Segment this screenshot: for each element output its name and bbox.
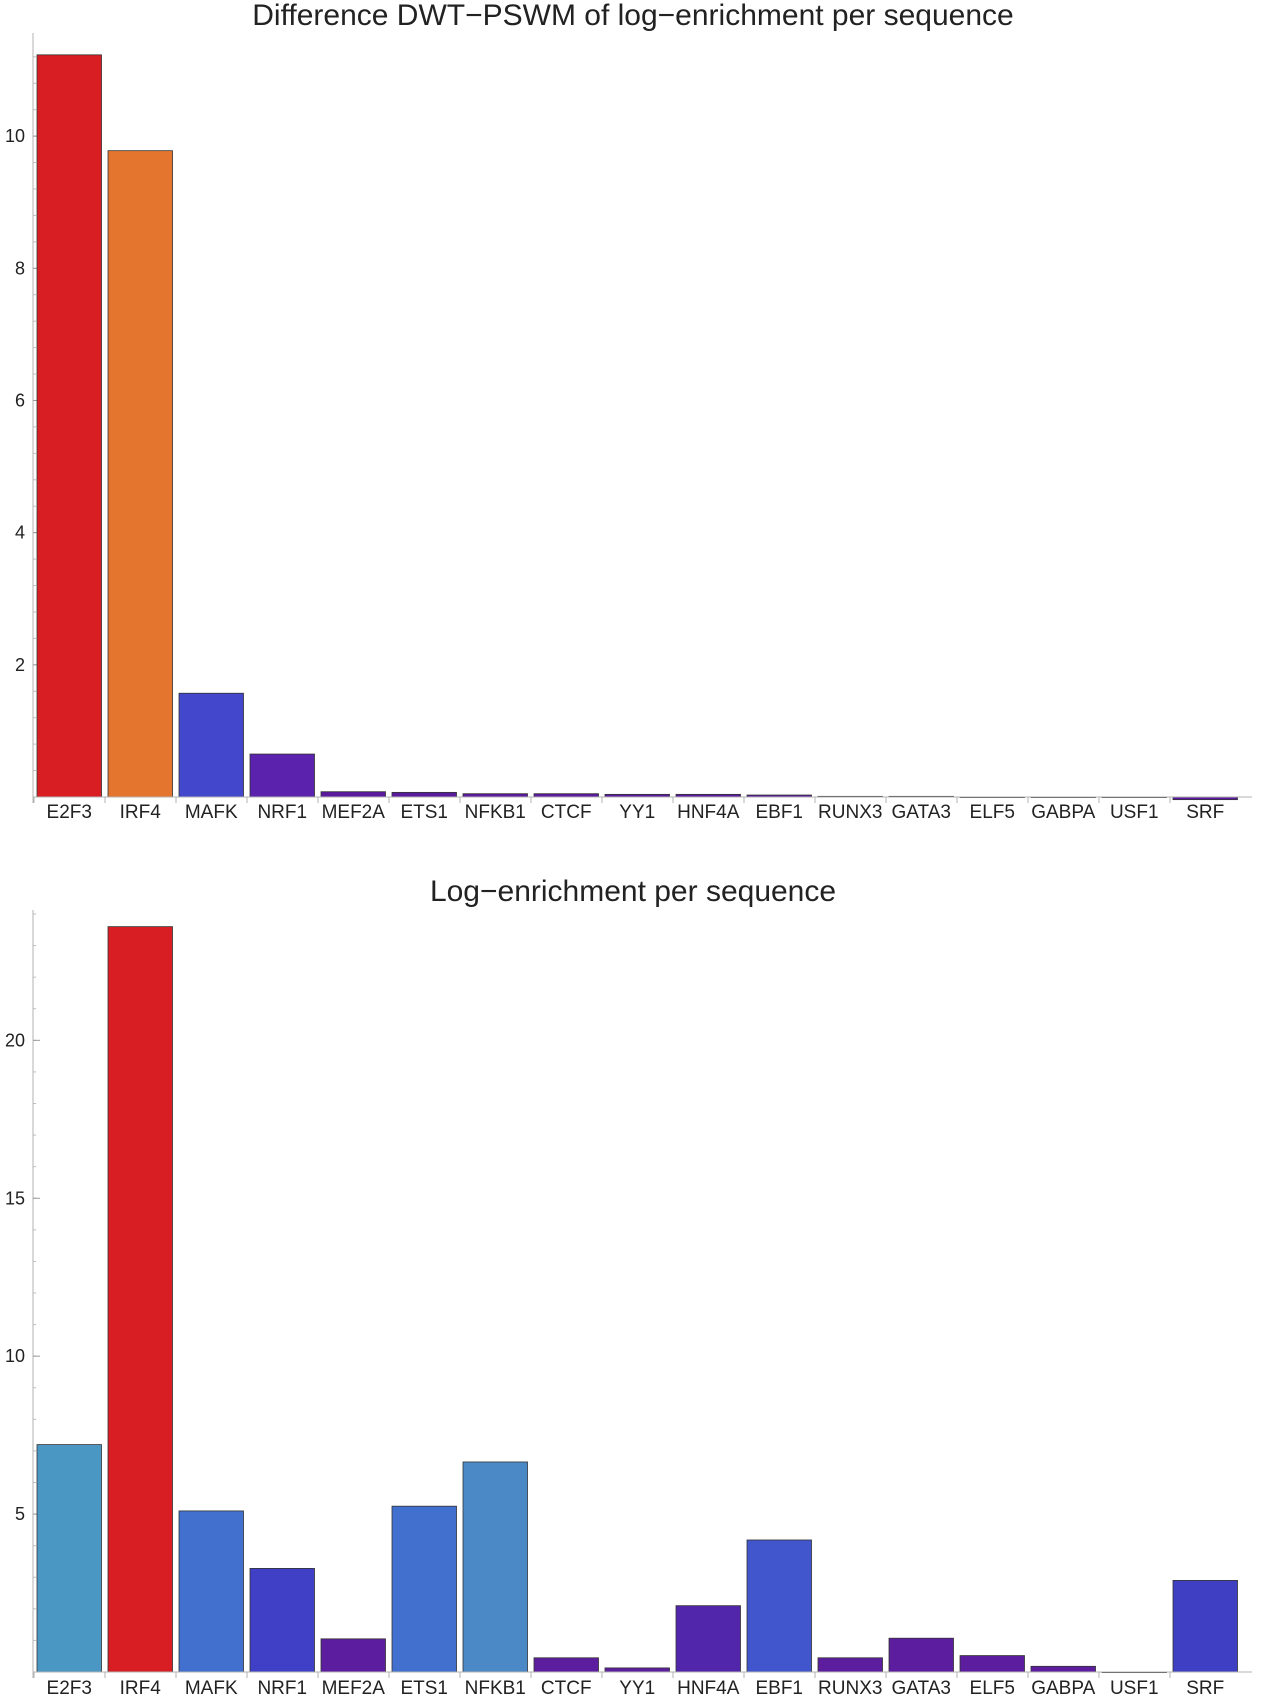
bar-irf4 [107,150,173,798]
y-tick-label: 2 [15,655,25,675]
y-tick-label: 8 [15,258,25,278]
chart-difference-log-enrichment: Difference DWT−PSWM of log−enrichment pe… [5,0,1252,823]
bar-gata3 [888,1637,954,1673]
bar-gabpa [1030,1665,1096,1673]
category-label-runx3: RUNX3 [818,802,882,823]
category-label-usf1: USF1 [1110,802,1159,823]
category-label-srf: SRF [1186,802,1224,823]
category-label-hnf4a: HNF4A [677,802,740,823]
category-label-gabpa: GABPA [1031,1678,1095,1699]
chart-log-enrichment: Log−enrichment per sequence 5 10 15 20 E2F3 I… [5,875,1252,1699]
category-label-nrf1: NRF1 [257,1678,307,1699]
category-label-usf1: USF1 [1110,1678,1159,1699]
bar-mef2a [320,1638,386,1673]
bar-e2f3 [36,1444,102,1673]
bar-ets1 [391,791,457,798]
bar-runx3 [817,1657,883,1673]
y-tick-label: 10 [5,126,25,146]
category-label-ebf1: EBF1 [755,802,803,823]
category-label-mafk: MAFK [185,1678,238,1699]
y-tick-label: 15 [5,1188,25,1208]
category-label-nfkb1: NFKB1 [465,802,526,823]
y-tick-label: 5 [15,1504,25,1524]
category-label-e2f3: E2F3 [47,802,92,823]
bar-irf4 [107,926,173,1673]
category-label-ets1: ETS1 [400,1678,448,1699]
category-label-ebf1: EBF1 [755,1678,803,1699]
category-label-yy1: YY1 [619,802,655,823]
bar-srf [1172,1580,1238,1673]
bar-e2f3 [36,54,102,798]
category-label-irf4: IRF4 [120,1678,162,1699]
category-label-gabpa: GABPA [1031,802,1095,823]
bar-yy1 [604,1667,670,1673]
y-tick-label: 10 [5,1346,25,1366]
bar-mafk [178,1510,244,1673]
category-label-ets1: ETS1 [400,802,448,823]
chart-title: Difference DWT−PSWM of log−enrichment pe… [252,0,1013,32]
category-label-nfkb1: NFKB1 [465,1678,526,1699]
bar-nrf1 [249,753,315,798]
bar-ebf1 [746,1539,812,1673]
y-tick-label: 4 [15,523,25,543]
category-label-mafk: MAFK [185,802,238,823]
category-label-hnf4a: HNF4A [677,1678,740,1699]
y-tick-label: 6 [15,390,25,410]
bar-mafk [178,692,244,798]
bar-hnf4a [675,1605,741,1673]
category-label-srf: SRF [1186,1678,1224,1699]
category-label-mef2a: MEF2A [322,802,386,823]
category-label-ctcf: CTCF [541,802,592,823]
category-label-irf4: IRF4 [120,802,162,823]
category-label-gata3: GATA3 [892,1678,951,1699]
category-label-elf5: ELF5 [970,802,1015,823]
bar-ctcf [533,1657,599,1673]
category-label-gata3: GATA3 [892,802,951,823]
category-label-yy1: YY1 [619,1678,655,1699]
category-label-nrf1: NRF1 [257,802,307,823]
bar-elf5 [959,1655,1025,1673]
bar-nfkb1 [462,1461,528,1673]
bar-nrf1 [249,1568,315,1673]
y-tick-label: 20 [5,1030,25,1050]
chart-title: Log−enrichment per sequence [430,875,836,908]
category-label-ctcf: CTCF [541,1678,592,1699]
bar-mef2a [320,791,386,798]
category-label-runx3: RUNX3 [818,1678,882,1699]
category-label-mef2a: MEF2A [322,1678,386,1699]
bar-ets1 [391,1505,457,1673]
category-label-e2f3: E2F3 [47,1678,92,1699]
category-label-elf5: ELF5 [970,1678,1015,1699]
